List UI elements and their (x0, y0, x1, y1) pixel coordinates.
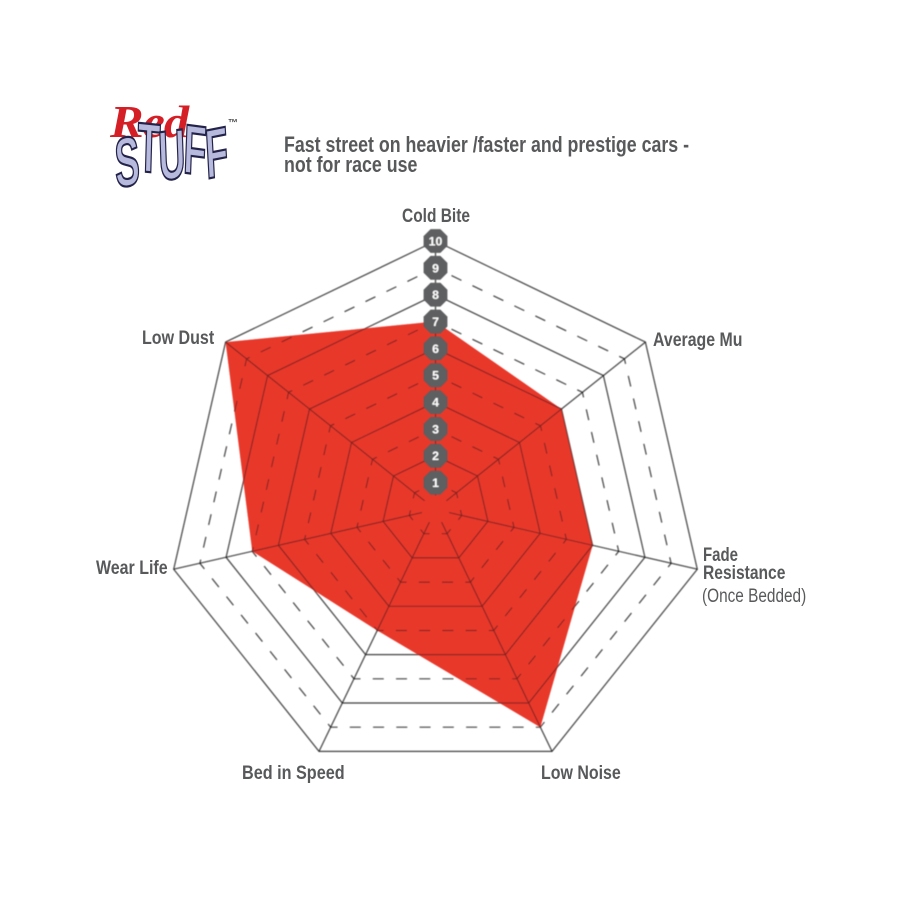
svg-text:4: 4 (432, 396, 439, 410)
svg-text:10: 10 (429, 234, 443, 248)
svg-text:9: 9 (432, 261, 439, 275)
svg-text:6: 6 (432, 342, 439, 356)
svg-text:5: 5 (432, 369, 439, 383)
svg-text:7: 7 (432, 315, 439, 329)
svg-text:3: 3 (432, 422, 439, 436)
svg-text:8: 8 (432, 288, 439, 302)
svg-text:1: 1 (432, 476, 439, 490)
svg-text:2: 2 (432, 449, 439, 463)
